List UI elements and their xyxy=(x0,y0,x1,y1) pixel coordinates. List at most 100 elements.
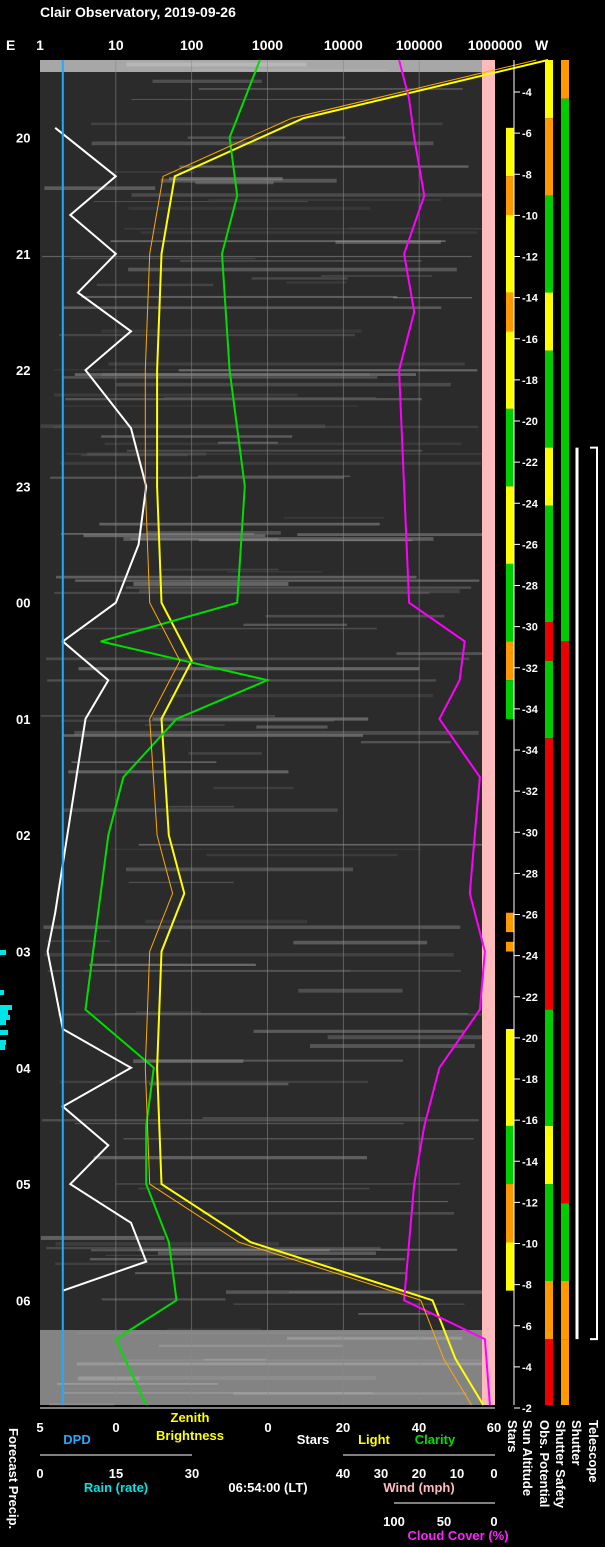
status-band xyxy=(506,1242,514,1291)
time-label: 03 xyxy=(16,944,30,959)
sun-altitude-ticks: -4 -6 -8 -10 -12 -14 -16 -18 -20 -22 -24 -26 -28 -30 -… xyxy=(513,60,539,1415)
stars-column xyxy=(506,127,514,1291)
sun-altitude-label: -6 xyxy=(522,128,532,140)
sun-altitude-label: -18 xyxy=(522,375,538,387)
rain-mark xyxy=(0,1010,8,1015)
status-band xyxy=(506,408,514,487)
cloud-streak xyxy=(123,1138,474,1140)
sun-altitude-label: -26 xyxy=(522,910,538,922)
sun-altitude-label: -18 xyxy=(522,1074,538,1086)
status-band xyxy=(545,60,553,119)
cloud-streak xyxy=(62,734,364,737)
telescope-trace xyxy=(590,446,598,1341)
cloud-streak xyxy=(108,171,195,173)
time-label: 00 xyxy=(16,596,30,611)
cloud-streak xyxy=(101,372,370,377)
sun-altitude-label: -28 xyxy=(522,581,538,593)
sun-altitude-label: -8 xyxy=(522,1280,532,1292)
cloud-streak xyxy=(265,614,445,618)
sun-altitude-label: -4 xyxy=(522,87,533,99)
cloud-streak xyxy=(213,786,294,790)
status-band xyxy=(545,505,553,623)
cloud-streak xyxy=(145,919,308,924)
status-band xyxy=(506,1125,514,1185)
cloud-streak xyxy=(62,808,338,812)
sun-altitude-label: -10 xyxy=(522,1239,538,1251)
sun-altitude-label: -2 xyxy=(522,1403,532,1415)
west-label: W xyxy=(535,37,549,53)
obs-potential-label: Obs. Potential xyxy=(537,1420,552,1507)
cloud-streak xyxy=(123,228,486,230)
cloud-streak xyxy=(70,257,256,260)
status-band xyxy=(561,60,569,99)
status-band xyxy=(506,215,514,293)
cloud-streak xyxy=(53,369,430,371)
status-band xyxy=(506,563,514,642)
cloud-streak xyxy=(128,267,457,272)
cloud-streak xyxy=(50,476,345,479)
cloud-streak xyxy=(62,306,442,309)
telescope-label: Telescope xyxy=(586,1420,601,1483)
cloud-streak xyxy=(71,761,217,764)
cloud-streak xyxy=(80,454,188,457)
sun-altitude-label: -26 xyxy=(522,539,538,551)
sun-altitude-label: -16 xyxy=(522,1115,538,1127)
gridlines xyxy=(115,60,420,1405)
cloud-streak xyxy=(142,1059,403,1062)
cloud-streak xyxy=(140,231,478,234)
cloud-streak xyxy=(62,405,359,407)
sun-altitude-label: -20 xyxy=(522,416,538,428)
time-label: 04 xyxy=(16,1061,31,1076)
cloud-streak xyxy=(225,1290,494,1294)
cloud-streak xyxy=(135,1011,201,1014)
rain-mark xyxy=(0,1005,12,1010)
time-label: 05 xyxy=(16,1177,30,1192)
time-label: 22 xyxy=(16,363,30,378)
cloud-streak xyxy=(126,449,423,452)
status-band xyxy=(545,447,553,506)
status-band xyxy=(545,350,553,448)
cloud-streak xyxy=(187,136,346,139)
status-band xyxy=(506,292,514,332)
cloud-streak xyxy=(256,725,328,729)
plot-area xyxy=(40,59,549,1406)
series-cloud-cover xyxy=(398,59,491,1406)
cloud-streak xyxy=(169,694,434,698)
cloud-streak xyxy=(167,1328,262,1330)
cloud-streak xyxy=(46,657,470,661)
time-label: 21 xyxy=(16,247,30,262)
cloud-streak xyxy=(42,255,472,258)
top-tick-label: 1000000 xyxy=(468,37,523,53)
cloud-streak xyxy=(116,1183,461,1185)
cloud-streak xyxy=(297,533,490,537)
status-band xyxy=(561,1203,569,1281)
dpd-tick-5: 5 xyxy=(36,1420,43,1435)
status-band xyxy=(561,98,569,642)
cloud-streak xyxy=(198,475,351,478)
sun-altitude-label: -24 xyxy=(522,498,539,510)
rain-mark xyxy=(0,950,6,955)
cloud-streak xyxy=(53,425,479,429)
time-label: 20 xyxy=(16,131,30,146)
sun-altitude-label: -14 xyxy=(522,293,539,305)
rain-mark xyxy=(0,1015,10,1020)
cloud-streak xyxy=(195,181,274,185)
cloud-streak xyxy=(89,963,256,967)
cloud-streak xyxy=(80,627,377,630)
rain-mark xyxy=(0,990,4,995)
cloud-streak xyxy=(161,568,279,571)
scale-tick-40: 40 xyxy=(412,1420,426,1435)
status-band xyxy=(506,486,514,564)
sun-altitude-label: -8 xyxy=(522,169,532,181)
status-band xyxy=(506,941,514,952)
cloud-streak xyxy=(131,98,381,100)
sun-altitude-label: -32 xyxy=(522,786,538,798)
cloud-streak xyxy=(89,1258,406,1261)
cloud-streak xyxy=(178,369,478,372)
sun-altitude-label: -30 xyxy=(522,622,538,634)
status-band xyxy=(545,1184,553,1281)
cloud-streak xyxy=(164,805,235,808)
cloud-streak xyxy=(40,1235,165,1240)
rain-marks xyxy=(0,950,12,1050)
shutter-label: Shutter xyxy=(569,1420,584,1466)
